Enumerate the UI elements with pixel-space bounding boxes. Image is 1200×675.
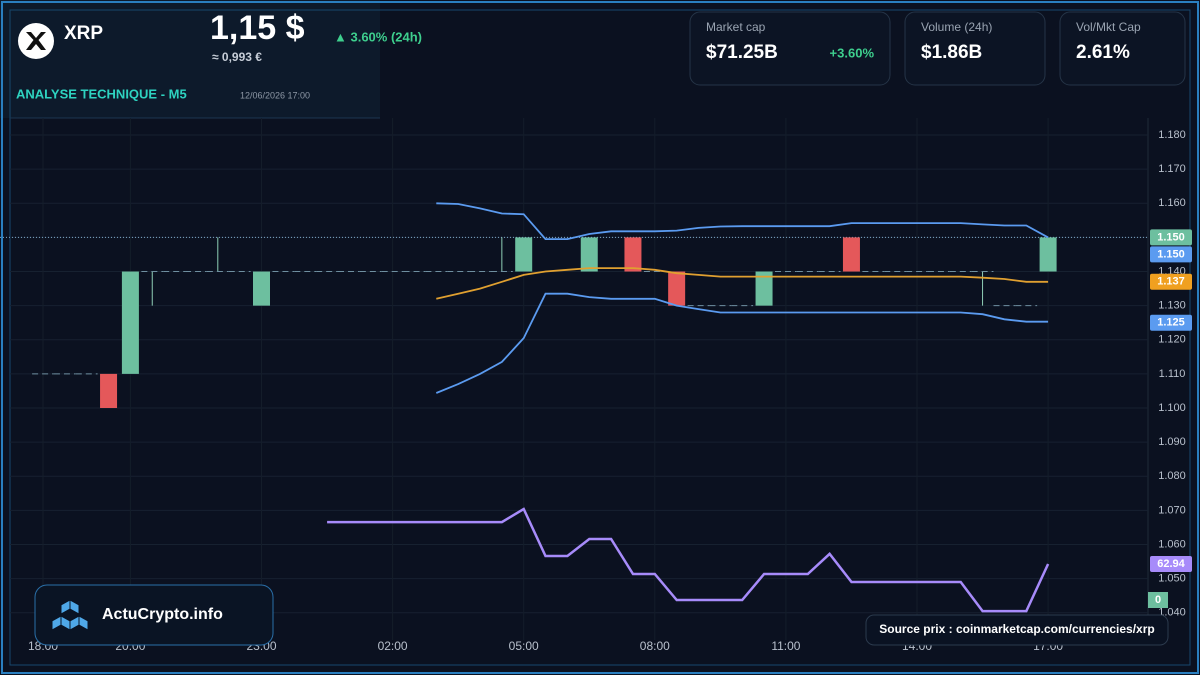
y-tick-label: 1.160 <box>1158 197 1186 209</box>
y-tick-label: 1.050 <box>1158 572 1186 584</box>
stat-value: $1.86B <box>921 42 982 63</box>
indicator-tag <box>1150 556 1192 573</box>
price-tag-label: 1.137 <box>1157 276 1185 288</box>
price: 1,15 $ <box>210 9 305 47</box>
indicator-line <box>436 267 1049 300</box>
y-tick-label: 1.100 <box>1158 402 1186 414</box>
price-change: ▲ 3.60% (24h) <box>334 29 422 44</box>
indicator-line <box>327 507 1050 613</box>
y-tick-label: 1.180 <box>1158 129 1186 141</box>
brand-name: ActuCrypto.info <box>102 606 223 623</box>
y-tick-label: 1.130 <box>1158 300 1186 312</box>
datetime: 12/06/2026 17:00 <box>240 90 310 100</box>
source: Source prix : coinmarketcap.com/currenci… <box>879 622 1154 636</box>
indicator-line <box>435 292 1049 394</box>
x-tick-label: 08:00 <box>640 639 670 653</box>
y-tick-label: 1.170 <box>1158 163 1186 175</box>
stat-card <box>904 11 1046 86</box>
y-tick-label: 1.080 <box>1158 470 1186 482</box>
stat-label: Volume (24h) <box>921 20 992 34</box>
header-panel <box>0 0 380 118</box>
y-tick-label: 1.060 <box>1158 538 1186 550</box>
price-eur: ≈ 0,993 € <box>212 50 262 64</box>
indicator-line <box>436 202 1049 240</box>
indicator-tag-label: 62.94 <box>1157 558 1185 570</box>
candle-body <box>253 271 270 306</box>
y-tick-label: 1.070 <box>1158 504 1186 516</box>
stat-card <box>1059 11 1186 86</box>
y-tick-label: 1.090 <box>1158 436 1186 448</box>
plot: 1.040 1.050 1.060 1.070 1.080 1.090 1.100 1.110… <box>0 118 1192 653</box>
inner-frame <box>9 9 1191 666</box>
candle-body <box>624 237 642 272</box>
x-tick-label: 05:00 <box>509 639 539 653</box>
candle-body <box>580 237 598 272</box>
source-box <box>865 614 1169 646</box>
stat-label: Vol/Mkt Cap <box>1076 20 1141 34</box>
y-tick-label: 1.040 <box>1158 607 1186 619</box>
candle-body <box>1039 237 1057 272</box>
candle-body <box>842 237 860 272</box>
stat-value: $71.25B <box>706 42 778 63</box>
price-tag <box>1150 273 1192 290</box>
brand-logo <box>51 599 89 631</box>
price-tag-label: 1.125 <box>1157 317 1185 329</box>
indicator-tag-label: 0 <box>1155 594 1161 606</box>
stat-label: Market cap <box>706 20 766 34</box>
symbol: XRP <box>64 23 103 44</box>
x-tick-label: 02:00 <box>378 639 408 653</box>
candle-body <box>755 271 773 306</box>
stat-value: 2.61% <box>1076 42 1130 63</box>
y-tick-label: 1.110 <box>1159 368 1186 380</box>
price-tag-label: 1.150 <box>1157 231 1185 243</box>
candle-body <box>100 373 118 408</box>
price-tag-label: 1.150 <box>1157 248 1185 260</box>
logo-mark <box>26 32 46 50</box>
section-title: ANALYSE TECHNIQUE - M5 <box>16 86 187 101</box>
candle-body <box>121 271 139 374</box>
x-tick-label: 11:00 <box>771 639 800 653</box>
price-tag <box>1150 229 1192 246</box>
stat-card <box>689 11 891 86</box>
price-tag <box>1150 314 1192 331</box>
candle-body <box>668 271 686 306</box>
stat-change: +3.60% <box>830 45 875 60</box>
price-tag <box>1150 246 1192 263</box>
indicator-tag-box <box>1148 592 1168 608</box>
candle-body <box>515 237 533 272</box>
y-tick-label: 1.120 <box>1158 334 1186 346</box>
brand-box <box>34 584 274 646</box>
